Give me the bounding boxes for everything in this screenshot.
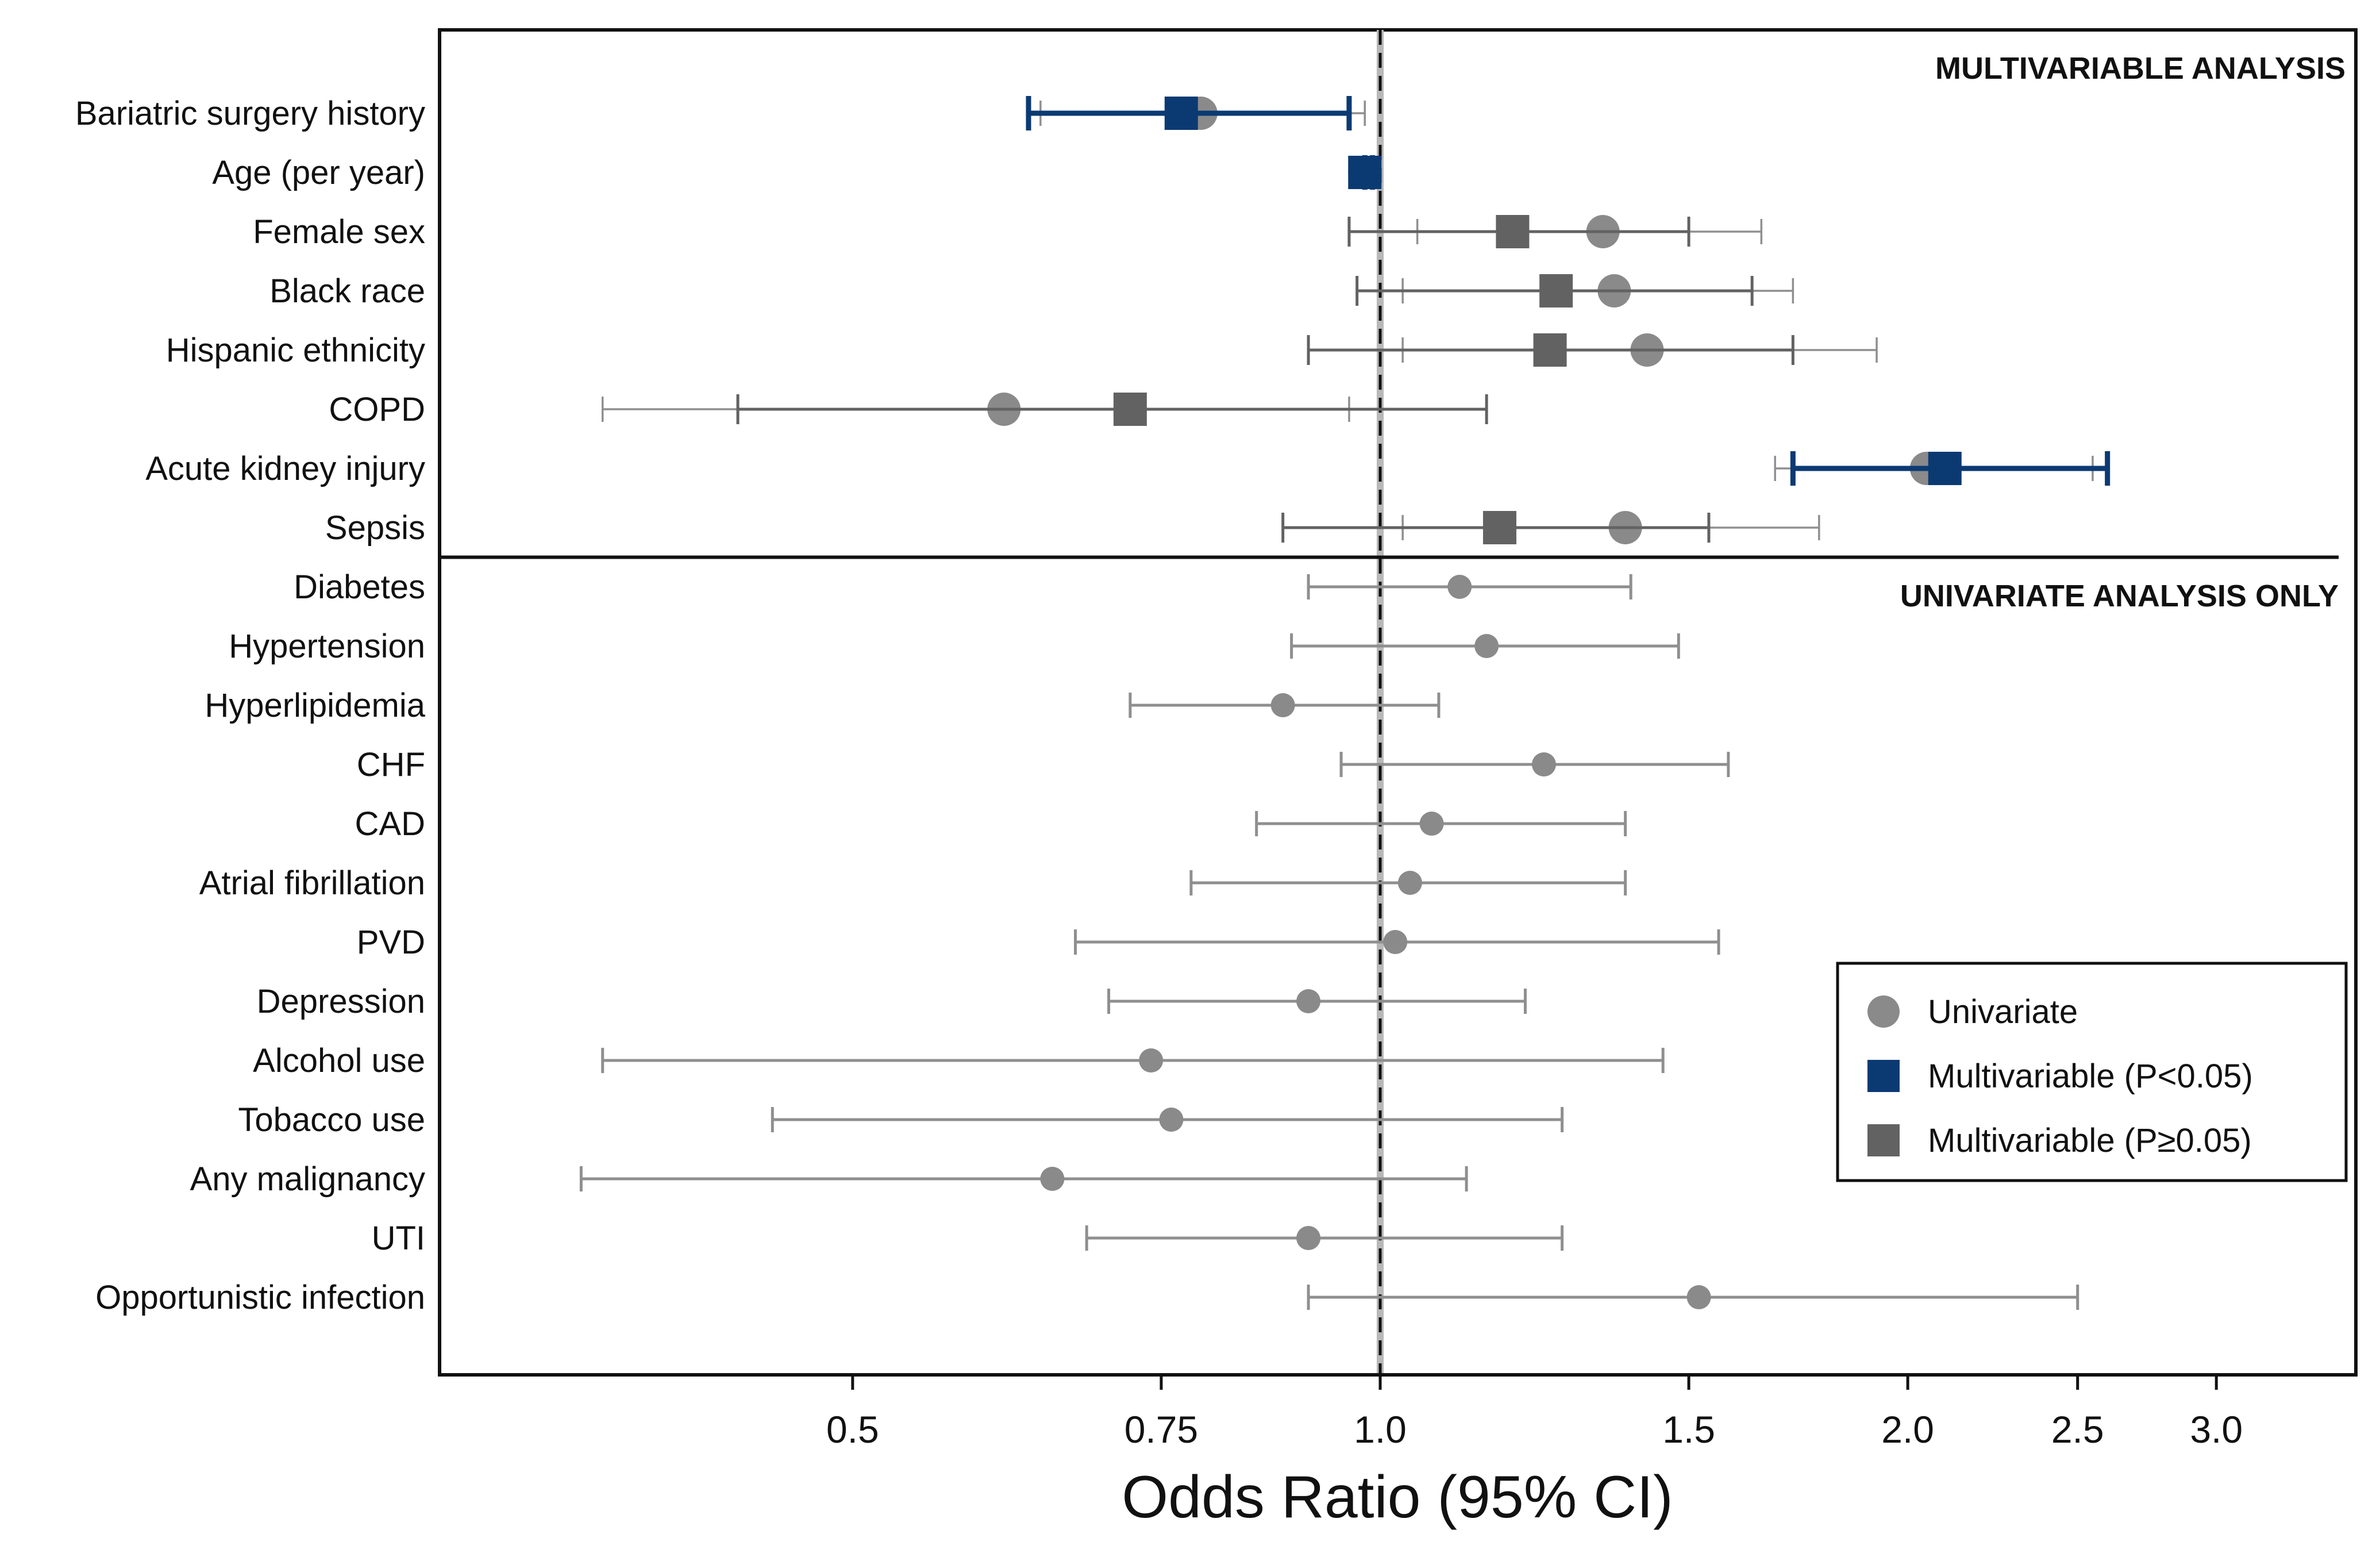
x-tick-label: 1.0 <box>1354 1408 1407 1451</box>
section-label-univariate: UNIVARIATE ANALYSIS ONLY <box>1900 579 2339 613</box>
univariate-point <box>1296 1226 1321 1250</box>
row-label: Hispanic ethnicity <box>166 332 425 369</box>
univariate-point <box>1686 1285 1711 1309</box>
row-label: Acute kidney injury <box>145 450 425 487</box>
row-labels: Bariatric surgery history Age (per year) F… <box>75 95 426 1316</box>
row-label: COPD <box>329 391 425 428</box>
row-label: Atrial fibrillation <box>199 864 425 902</box>
univariate-point <box>1139 1048 1164 1073</box>
row-label: Diabetes <box>294 568 425 606</box>
row-label: CAD <box>355 805 425 843</box>
row-label: Hyperlipidemia <box>205 687 425 724</box>
row-label: PVD <box>357 924 425 961</box>
legend-label: Multivariable (P≥0.05) <box>1928 1122 2252 1159</box>
row-label: Any malignancy <box>190 1160 425 1198</box>
multivariable-nonsig-point <box>1113 393 1147 426</box>
multivariable-sig-point <box>1928 452 1962 485</box>
row-label: Age (per year) <box>212 154 425 191</box>
multivariable-sig-point <box>1348 156 1382 189</box>
row-label: Opportunistic infection <box>95 1279 425 1316</box>
x-tick-label: 2.0 <box>1881 1408 1934 1451</box>
row-label: CHF <box>357 746 425 783</box>
row-label: UTI <box>372 1220 425 1257</box>
univariate-point <box>1270 693 1295 717</box>
univariate-point <box>1159 1108 1184 1132</box>
multivariable-nonsig-point <box>1533 333 1567 367</box>
univariate-point <box>1474 634 1499 658</box>
multivariable-sig-point <box>1164 97 1198 130</box>
univariate-point <box>1296 989 1321 1013</box>
row-label: Hypertension <box>229 628 425 665</box>
legend-box <box>1836 962 2348 1182</box>
multivariable-series <box>736 96 2111 544</box>
row-label: Bariatric surgery history <box>75 95 425 132</box>
row-label: Black race <box>269 272 425 310</box>
univariate-point <box>1531 752 1556 776</box>
x-tick-label: 0.75 <box>1124 1408 1198 1451</box>
row-label: Depression <box>257 983 425 1020</box>
x-tick-label: 0.5 <box>826 1408 879 1451</box>
row-label: Alcohol use <box>253 1042 425 1079</box>
x-tick-label: 2.5 <box>2051 1408 2104 1451</box>
univariate-point <box>1383 930 1408 954</box>
legend-marker-square <box>1867 1060 1900 1092</box>
section-label-multivariable: MULTIVARIABLE ANALYSIS <box>1935 51 2346 86</box>
univariate-point <box>1397 871 1422 895</box>
univariate-point <box>1419 812 1444 836</box>
multivariable-nonsig-point <box>1482 511 1516 544</box>
x-axis-title: Odds Ratio (95% CI) <box>1122 1464 1673 1531</box>
row-label: Tobacco use <box>238 1101 425 1139</box>
legend-marker-circle <box>1867 995 1900 1028</box>
x-axis: 0.5 0.75 1.0 1.5 2.0 2.5 3.0 <box>440 1373 2356 1451</box>
univariate-point <box>1447 575 1472 599</box>
x-tick-label: 1.5 <box>1662 1408 1715 1451</box>
legend-marker-square <box>1867 1124 1900 1156</box>
legend: Univariate Multivariable (P<0.05) Multivar… <box>1836 962 2348 1182</box>
row-label: Female sex <box>253 213 425 251</box>
multivariable-nonsig-point <box>1496 215 1530 248</box>
multivariable-nonsig-point <box>1539 274 1573 307</box>
legend-label: Univariate <box>1928 993 2078 1031</box>
legend-label: Multivariable (P<0.05) <box>1928 1058 2253 1095</box>
univariate-point <box>1040 1167 1065 1191</box>
section-labels: MULTIVARIABLE ANALYSIS UNIVARIATE ANALYS… <box>1900 51 2346 613</box>
row-label: Sepsis <box>325 509 425 547</box>
x-tick-label: 3.0 <box>2190 1408 2243 1451</box>
